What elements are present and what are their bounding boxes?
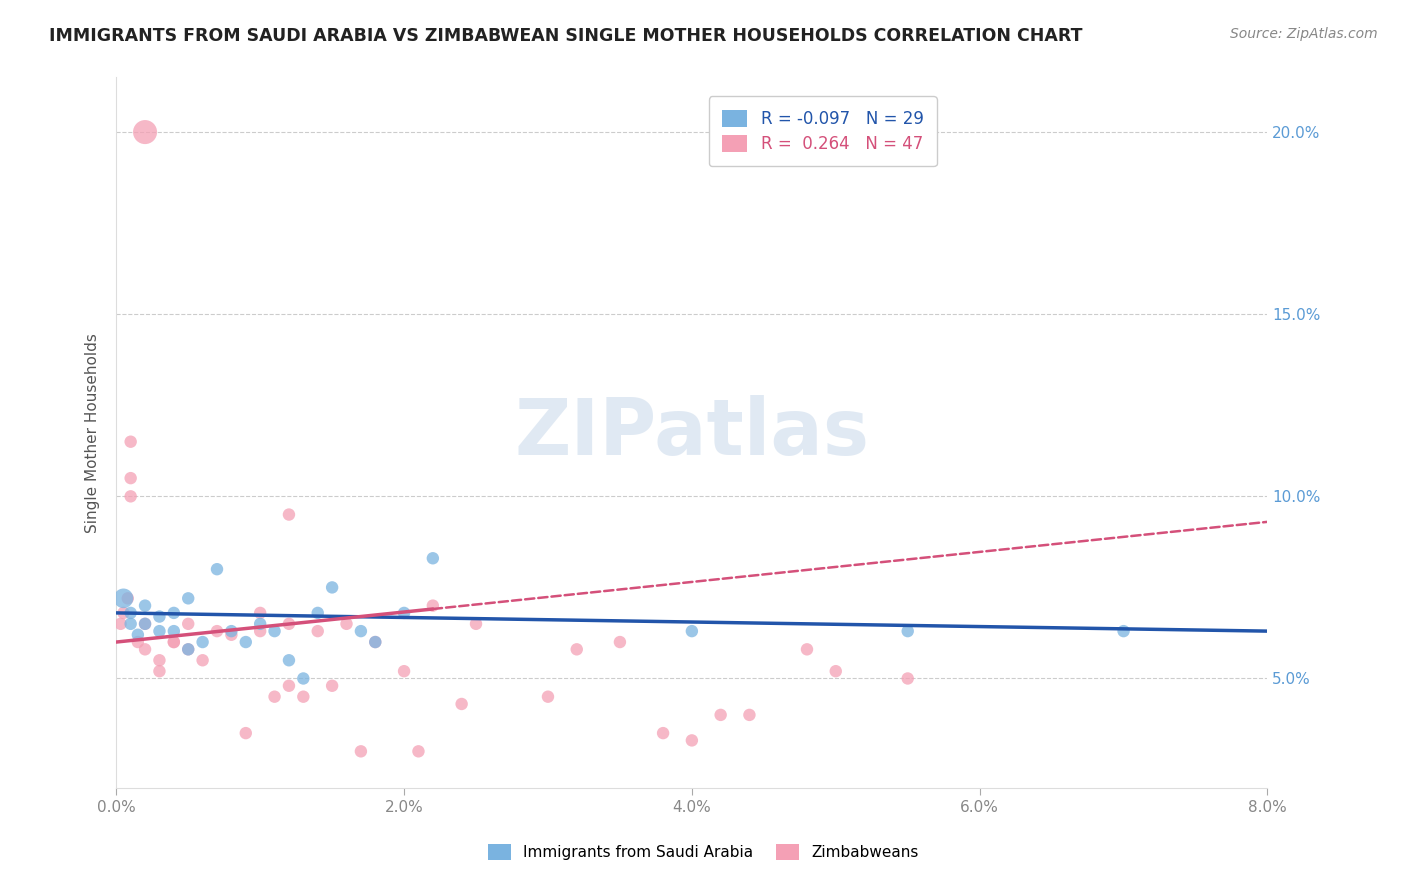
Point [565,642,588,657]
Point [249,606,271,620]
Text: ZIPatlas: ZIPatlas [515,394,869,471]
Point [392,606,415,620]
Point [127,635,149,649]
Point [127,628,149,642]
Text: Source: ZipAtlas.com: Source: ZipAtlas.com [1230,27,1378,41]
Point [163,635,186,649]
Point [897,624,920,639]
Point [321,581,343,595]
Point [120,616,142,631]
Point [134,125,156,139]
Point [120,434,142,449]
Point [112,591,135,606]
Point [422,599,444,613]
Point [321,679,343,693]
Point [249,624,271,639]
Point [120,489,142,503]
Point [191,635,214,649]
Point [278,508,301,522]
Point [163,635,186,649]
Point [148,624,170,639]
Point [221,624,243,639]
Point [177,642,200,657]
Point [134,616,156,631]
Point [1112,624,1135,639]
Point [205,624,228,639]
Point [235,726,257,740]
Point [148,664,170,678]
Point [177,616,200,631]
Point [278,679,301,693]
Point [465,616,488,631]
Point [120,606,142,620]
Point [117,591,139,606]
Point [364,635,387,649]
Point [681,624,703,639]
Point [112,606,135,620]
Point [177,642,200,657]
Point [392,664,415,678]
Point [263,624,285,639]
Point [307,606,329,620]
Point [249,616,271,631]
Point [235,635,257,649]
Point [120,471,142,485]
Point [177,591,200,606]
Point [278,616,301,631]
Point [710,707,733,722]
Point [537,690,560,704]
Legend: R = -0.097   N = 29, R =  0.264   N = 47: R = -0.097 N = 29, R = 0.264 N = 47 [709,96,936,166]
Point [307,624,329,639]
Point [364,635,387,649]
Point [292,690,315,704]
Point [824,664,846,678]
Point [163,624,186,639]
Point [450,697,472,711]
Point [408,744,430,758]
Point [148,609,170,624]
Point [205,562,228,576]
Point [609,635,631,649]
Point [350,744,373,758]
Point [134,599,156,613]
Point [292,672,315,686]
Point [148,653,170,667]
Point [652,726,675,740]
Point [221,628,243,642]
Point [897,672,920,686]
Point [335,616,357,631]
Legend: Immigrants from Saudi Arabia, Zimbabweans: Immigrants from Saudi Arabia, Zimbabwean… [481,838,925,866]
Point [738,707,761,722]
Point [422,551,444,566]
Point [263,690,285,704]
Point [134,642,156,657]
Point [681,733,703,747]
Point [796,642,818,657]
Point [350,624,373,639]
Point [191,653,214,667]
Point [134,616,156,631]
Point [163,606,186,620]
Y-axis label: Single Mother Households: Single Mother Households [86,333,100,533]
Point [110,616,132,631]
Point [278,653,301,667]
Text: IMMIGRANTS FROM SAUDI ARABIA VS ZIMBABWEAN SINGLE MOTHER HOUSEHOLDS CORRELATION : IMMIGRANTS FROM SAUDI ARABIA VS ZIMBABWE… [49,27,1083,45]
